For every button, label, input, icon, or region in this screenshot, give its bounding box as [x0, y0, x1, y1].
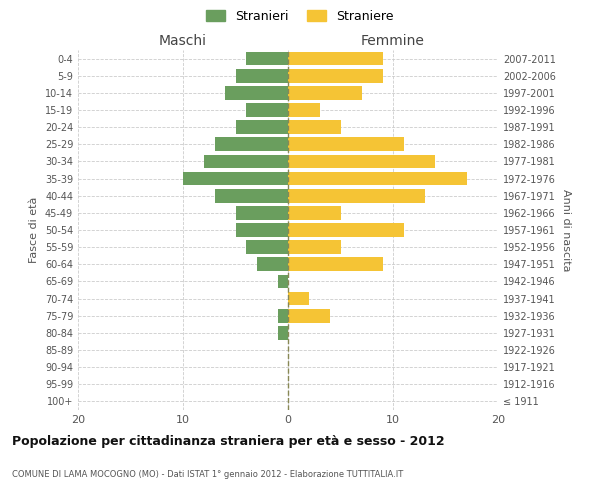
- Bar: [288, 52, 383, 66]
- Bar: [277, 309, 288, 322]
- Bar: [288, 223, 404, 237]
- Legend: Stranieri, Straniere: Stranieri, Straniere: [203, 6, 397, 26]
- Bar: [246, 240, 288, 254]
- Bar: [288, 138, 404, 151]
- Bar: [277, 274, 288, 288]
- Bar: [277, 326, 288, 340]
- Bar: [288, 120, 341, 134]
- Bar: [235, 69, 288, 82]
- Bar: [215, 189, 288, 202]
- Bar: [225, 86, 288, 100]
- Bar: [288, 309, 330, 322]
- Bar: [246, 52, 288, 66]
- Bar: [235, 223, 288, 237]
- Bar: [288, 69, 383, 82]
- Bar: [235, 120, 288, 134]
- Bar: [288, 154, 435, 168]
- Bar: [288, 258, 383, 271]
- Bar: [288, 189, 425, 202]
- Y-axis label: Fasce di età: Fasce di età: [29, 197, 39, 263]
- Bar: [288, 86, 361, 100]
- Y-axis label: Anni di nascita: Anni di nascita: [561, 188, 571, 271]
- Text: COMUNE DI LAMA MOCOGNO (MO) - Dati ISTAT 1° gennaio 2012 - Elaborazione TUTTITAL: COMUNE DI LAMA MOCOGNO (MO) - Dati ISTAT…: [12, 470, 403, 479]
- Bar: [288, 240, 341, 254]
- Bar: [288, 172, 467, 185]
- Text: Popolazione per cittadinanza straniera per età e sesso - 2012: Popolazione per cittadinanza straniera p…: [12, 435, 445, 448]
- Text: Femmine: Femmine: [361, 34, 425, 48]
- Text: Maschi: Maschi: [159, 34, 207, 48]
- Bar: [204, 154, 288, 168]
- Bar: [183, 172, 288, 185]
- Bar: [235, 206, 288, 220]
- Bar: [288, 292, 309, 306]
- Bar: [257, 258, 288, 271]
- Bar: [288, 103, 320, 117]
- Bar: [288, 206, 341, 220]
- Bar: [215, 138, 288, 151]
- Bar: [246, 103, 288, 117]
